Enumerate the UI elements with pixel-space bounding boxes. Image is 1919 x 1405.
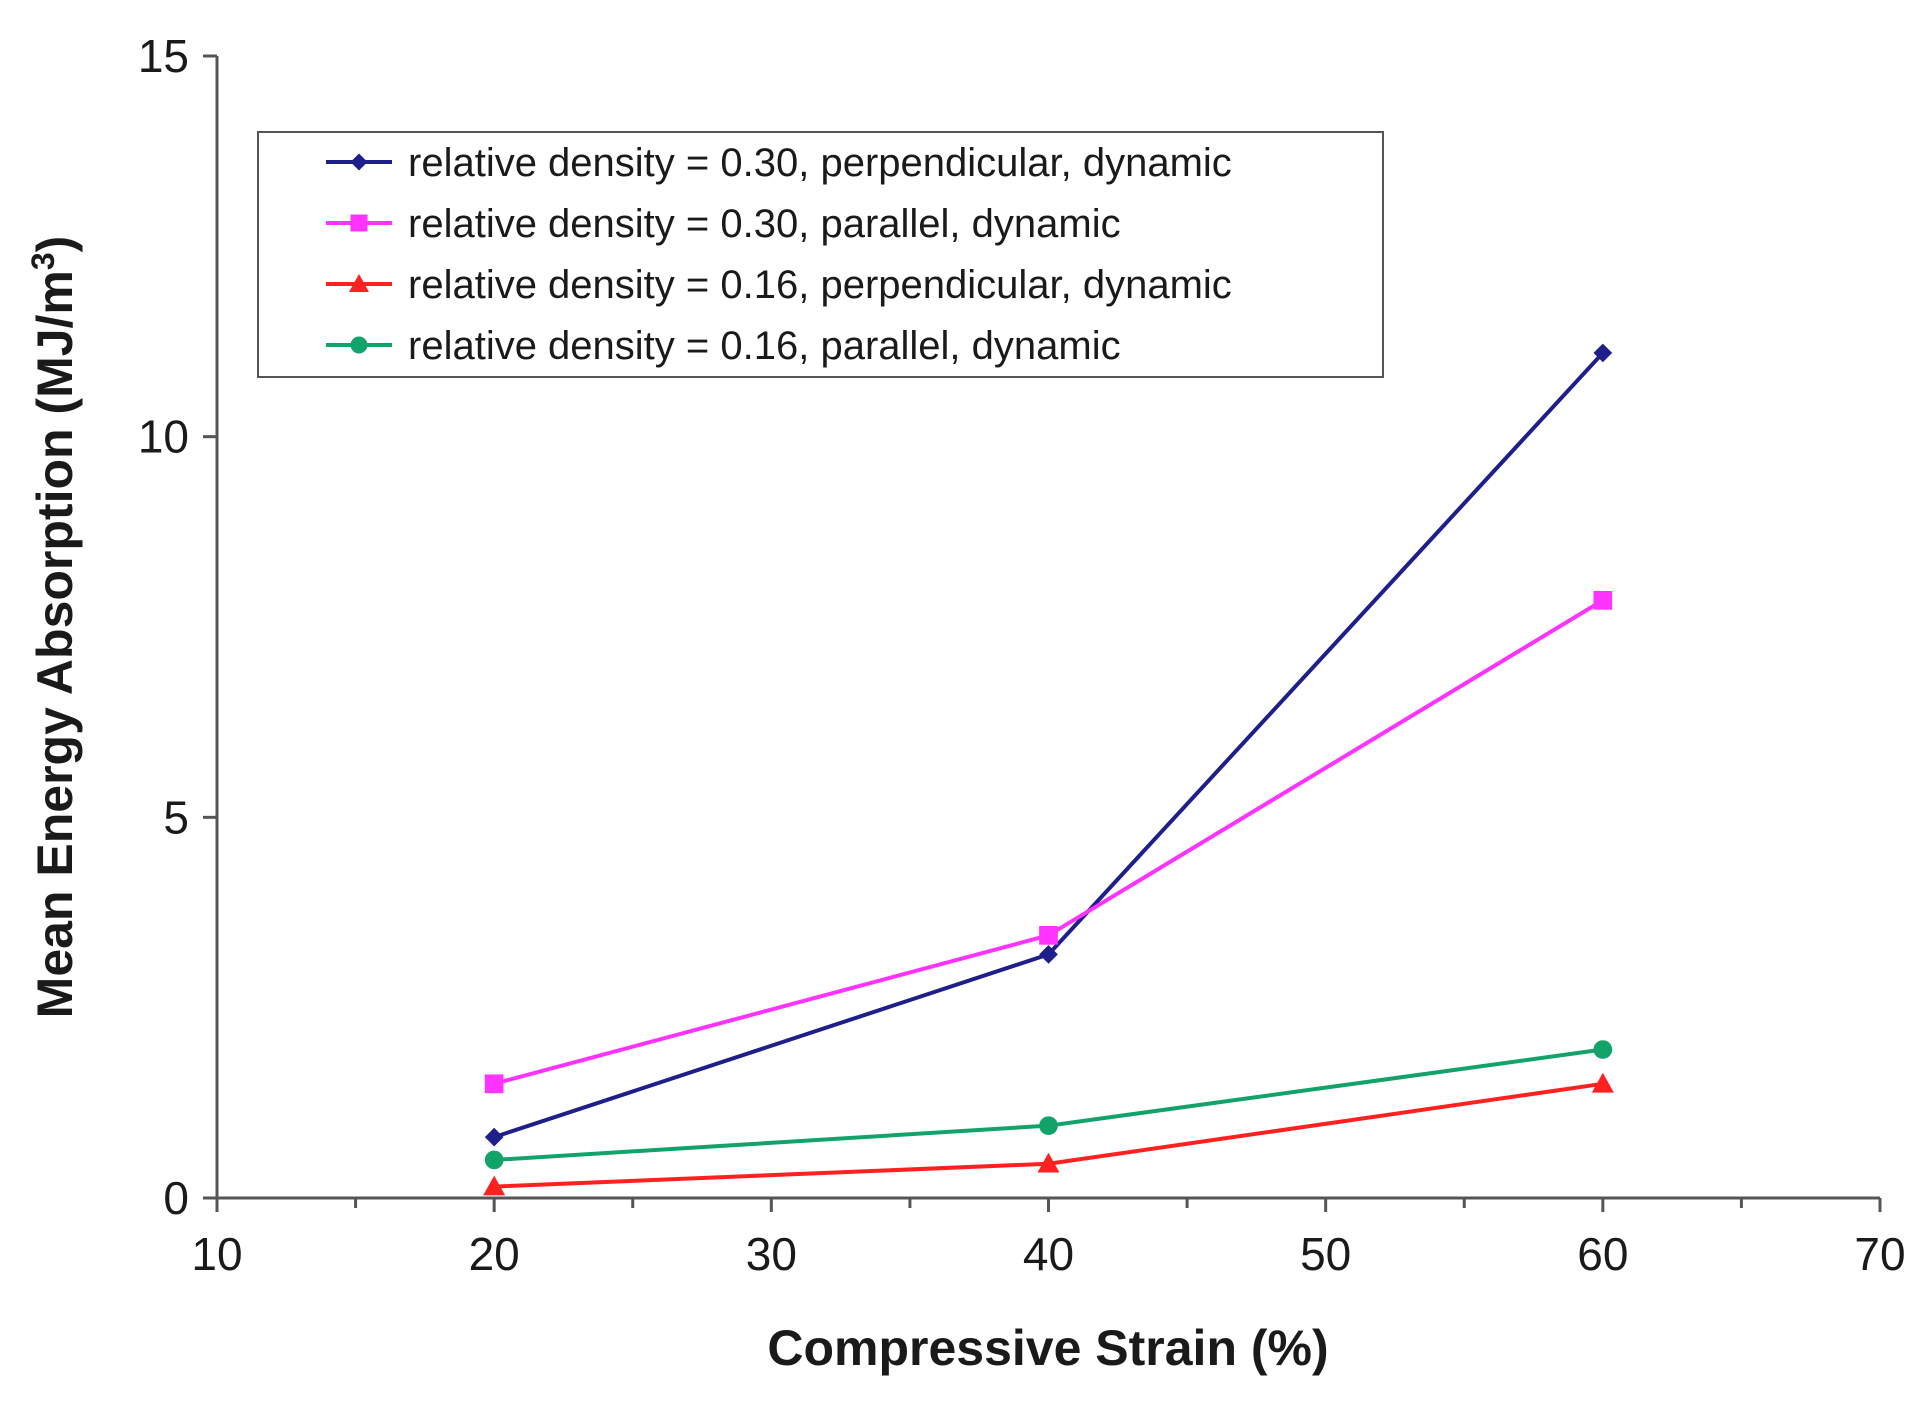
series-2 — [484, 591, 1613, 1094]
data-point — [1593, 1040, 1613, 1059]
series-line — [494, 1047, 1604, 1162]
series-4 — [484, 1040, 1613, 1170]
y-axis-title: Mean Energy Absorption (MJ/m3) — [25, 236, 83, 1019]
data-point — [483, 1175, 506, 1196]
data-point — [1593, 343, 1613, 363]
x-tick-label: 40 — [1023, 1228, 1074, 1280]
legend-marker — [350, 153, 368, 171]
legend-label: relative density = 0.30, perpendicular, … — [408, 141, 1232, 185]
series-1 — [484, 343, 1613, 1147]
x-tick-label: 10 — [191, 1228, 242, 1280]
y-tick-label: 15 — [138, 30, 189, 82]
x-tick-label: 50 — [1300, 1228, 1351, 1280]
data-point — [1591, 1072, 1614, 1093]
series-line — [493, 351, 1605, 1139]
y-axis-title-superscript: 3 — [25, 252, 61, 270]
y-tick-label: 10 — [138, 411, 189, 463]
legend: relative density = 0.30, perpendicular, … — [257, 131, 1384, 378]
y-axis-title-main: Mean Energy Absorption (MJ/m — [27, 270, 83, 1018]
legend-marker — [350, 336, 368, 354]
x-axis-ticks: 10 20 30 40 50 60 70 — [191, 1198, 1906, 1280]
data-point — [1039, 925, 1058, 945]
x-axis-title: Compressive Strain (%) — [767, 1320, 1328, 1376]
legend-entry: relative density = 0.16, perpendicular, … — [326, 263, 1232, 307]
x-tick-label: 20 — [469, 1228, 520, 1280]
y-tick-label: 5 — [163, 791, 189, 843]
legend-entries: relative density = 0.30, perpendicular, … — [326, 141, 1232, 368]
y-tick-label: 0 — [163, 1172, 189, 1224]
legend-box — [257, 131, 1384, 378]
data-point — [1039, 945, 1058, 964]
legend-label: relative density = 0.30, parallel, dynam… — [408, 202, 1121, 246]
series-line — [493, 598, 1604, 1086]
data-point — [1593, 591, 1613, 610]
series-3 — [483, 1072, 1614, 1196]
x-tick-label: 60 — [1577, 1228, 1628, 1280]
legend-marker — [350, 214, 368, 232]
legend-entry: relative density = 0.16, parallel, dynam… — [326, 324, 1121, 368]
y-axis-ticks: 0 5 10 15 — [138, 30, 217, 1224]
legend-label: relative density = 0.16, perpendicular, … — [408, 263, 1232, 307]
data-point — [484, 1150, 504, 1170]
x-tick-label: 30 — [746, 1228, 797, 1280]
data-point — [1037, 1152, 1060, 1173]
data-point — [1039, 1116, 1058, 1136]
data-point — [484, 1127, 504, 1147]
x-tick-label: 70 — [1854, 1228, 1905, 1280]
y-axis-title-close: ) — [27, 236, 83, 253]
series-layer — [483, 343, 1614, 1196]
legend-entry: relative density = 0.30, perpendicular, … — [326, 141, 1232, 185]
data-point — [484, 1074, 504, 1094]
legend-marker — [349, 274, 369, 292]
legend-label: relative density = 0.16, parallel, dynam… — [408, 324, 1121, 368]
legend-entry: relative density = 0.30, parallel, dynam… — [326, 202, 1121, 246]
